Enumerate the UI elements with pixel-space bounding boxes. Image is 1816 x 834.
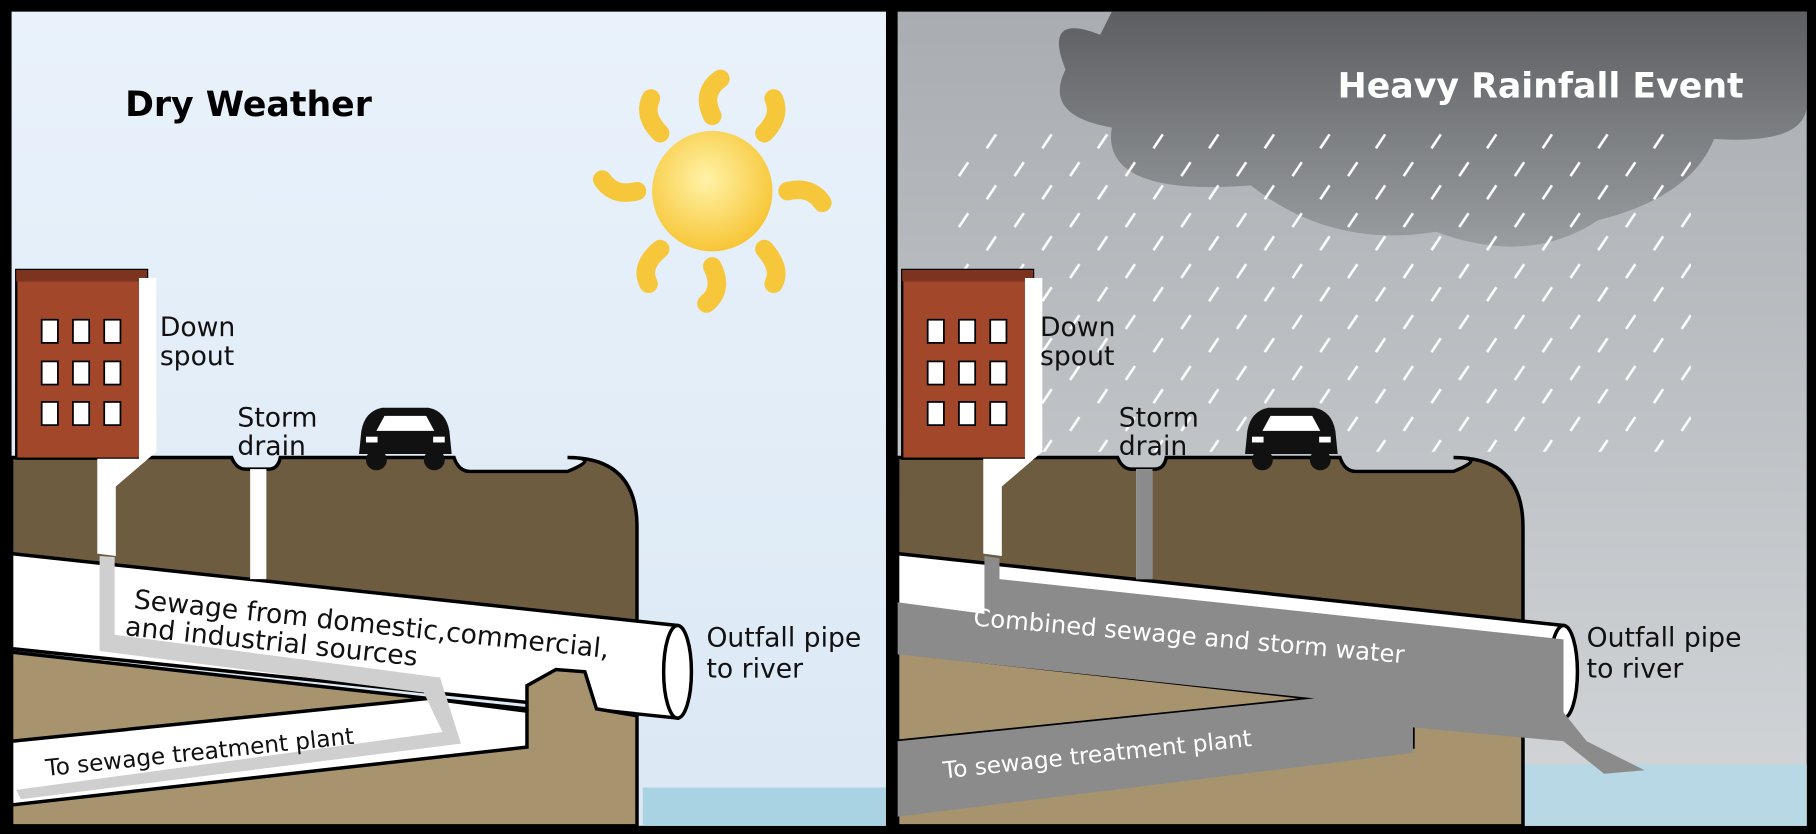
storm-drain-label: Storm drain <box>237 402 317 462</box>
drain-flow <box>1136 469 1153 580</box>
downspout-label: Down spout <box>1040 312 1115 372</box>
sun <box>592 69 832 313</box>
outfall-label: Outfall pipe to river <box>1587 622 1742 684</box>
rain-panel: Heavy Rainfall Event Down spout Storm drai… <box>895 11 1807 828</box>
sewage-flow <box>16 555 461 800</box>
divider <box>885 11 898 826</box>
storm-drain-label: Storm drain <box>1119 402 1199 462</box>
river <box>642 787 886 826</box>
river <box>1522 764 1807 826</box>
outfall-label: Outfall pipe to river <box>706 622 861 684</box>
panel-title: Dry Weather <box>125 85 373 125</box>
dry-panel: Dry Weather Down spout Storm drain Sewage … <box>9 11 886 828</box>
panel-title: Heavy Rainfall Event <box>1338 66 1744 106</box>
downspout-label: Down spout <box>160 312 235 372</box>
combined-flow <box>897 555 1645 817</box>
rain <box>949 127 1691 452</box>
